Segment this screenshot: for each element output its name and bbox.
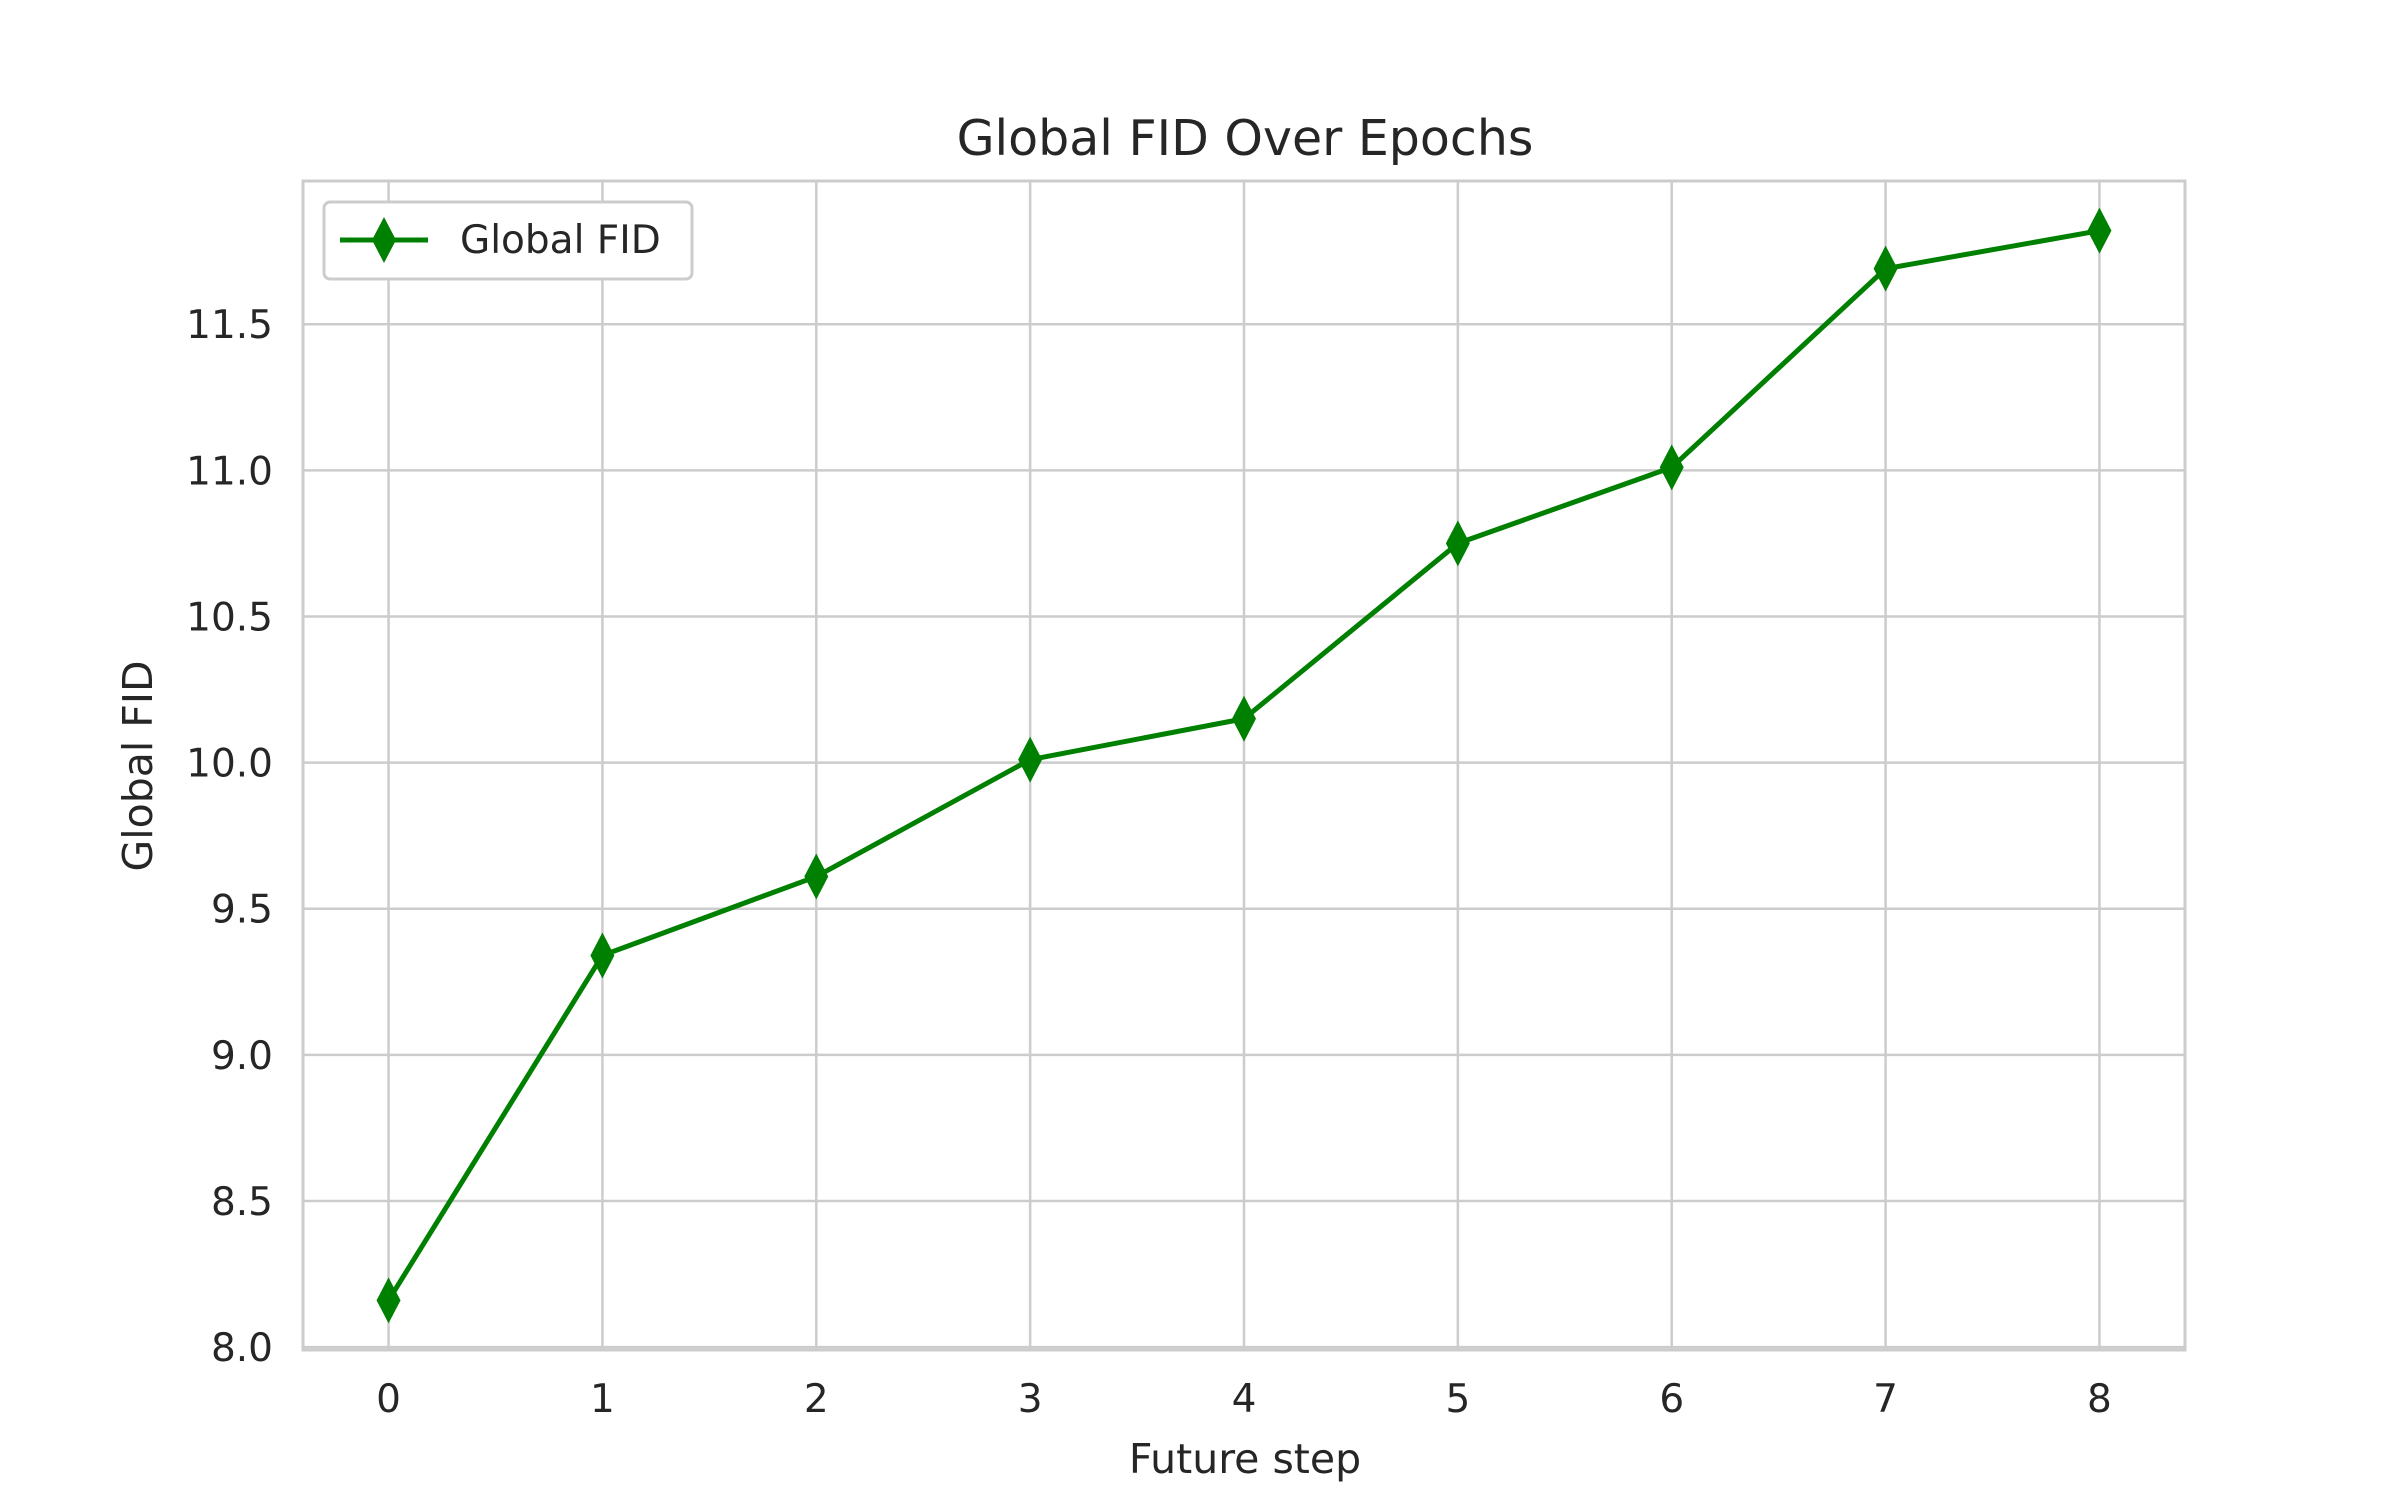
x-tick-label: 3 <box>1018 1377 1043 1422</box>
data-point-marker <box>1445 520 1470 567</box>
data-point-marker <box>1018 736 1043 783</box>
x-tick-label: 7 <box>1873 1377 1898 1422</box>
data-point-marker <box>376 1277 401 1324</box>
data-point-marker <box>2087 207 2112 254</box>
legend-box <box>322 200 694 281</box>
data-point-marker <box>1873 245 1898 292</box>
data-point-marker <box>804 853 829 900</box>
x-tick-label: 4 <box>1232 1377 1257 1422</box>
series-layer <box>376 207 2112 1324</box>
y-tick-label: 10.0 <box>186 742 273 787</box>
y-axis-label: Global FID <box>114 660 162 871</box>
y-tick-label: 10.5 <box>186 595 273 640</box>
y-tick-label: 8.0 <box>211 1326 273 1371</box>
plot-frame <box>301 179 2187 1352</box>
data-point-marker <box>1232 695 1256 742</box>
legend-label: Global FID <box>460 218 661 263</box>
y-tick-label: 8.5 <box>211 1180 273 1225</box>
y-tick-label: 9.0 <box>211 1034 273 1079</box>
y-tick-label: 11.0 <box>186 449 273 494</box>
y-tick-label: 11.5 <box>186 303 273 348</box>
x-tick-label: 2 <box>804 1377 829 1422</box>
x-tick-label: 1 <box>590 1377 615 1422</box>
data-point-marker <box>590 932 615 979</box>
y-tick-labels: 8.0 8.5 9.0 9.5 10.0 10.5 11.0 11.5 <box>186 303 273 1371</box>
x-tick-label: 5 <box>1445 1377 1470 1422</box>
legend: Global FID <box>322 200 694 281</box>
x-tick-label: 0 <box>376 1377 401 1422</box>
x-tick-label: 8 <box>2087 1377 2112 1422</box>
y-tick-label: 9.5 <box>211 888 273 933</box>
x-tick-labels: 0 1 2 3 4 5 6 7 8 <box>376 1377 2112 1422</box>
legend-diamond-marker <box>372 217 396 263</box>
x-axis-label: Future step <box>1129 1435 1361 1483</box>
grid-lines <box>303 181 2185 1350</box>
x-tick-label: 6 <box>1659 1377 1684 1422</box>
chart-title: Global FID Over Epochs <box>957 110 1534 167</box>
data-point-marker <box>1659 444 1684 491</box>
